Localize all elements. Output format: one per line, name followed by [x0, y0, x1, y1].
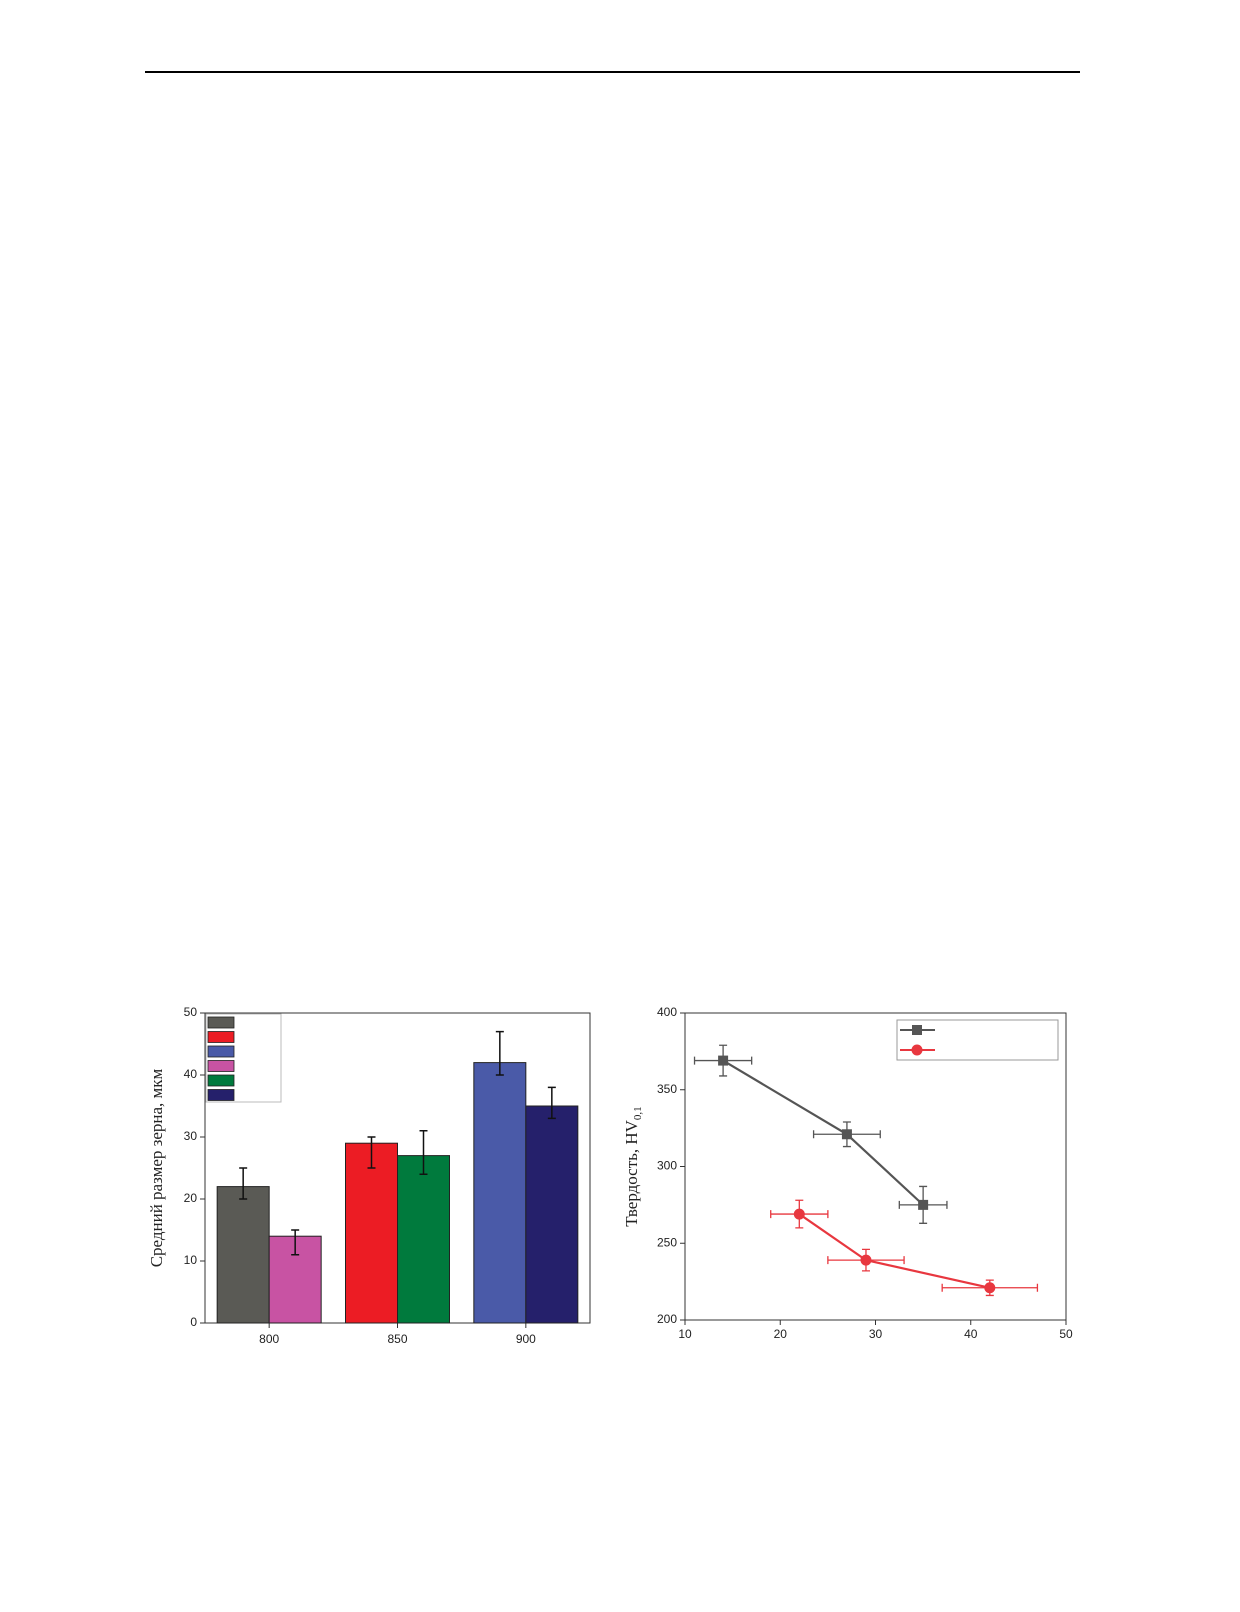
legend-swatch	[207, 1089, 235, 1101]
x-tick-label: 900	[516, 1332, 536, 1346]
y-tick-label: 200	[657, 1312, 677, 1326]
y-tick-label: 40	[184, 1067, 198, 1081]
marker	[984, 1282, 996, 1294]
error-bar	[419, 1130, 428, 1175]
marker	[918, 1199, 929, 1210]
y-tick-label: 250	[657, 1235, 677, 1249]
x-tick-label: 40	[964, 1327, 978, 1341]
legend-box	[896, 1019, 1059, 1061]
error-bar	[367, 1136, 376, 1169]
y-axis-label-main: Твердость, HV	[622, 1119, 641, 1226]
error-bar	[291, 1229, 300, 1256]
bar	[473, 1062, 527, 1324]
y-tick-label: 10	[184, 1253, 198, 1267]
bar	[397, 1155, 450, 1324]
series-line	[722, 1059, 924, 1206]
y-tick-label: 300	[657, 1159, 677, 1173]
y-tick-label: 20	[184, 1191, 198, 1205]
legend-swatch	[207, 1074, 235, 1087]
legend-swatch	[207, 1016, 235, 1029]
x-tick-label: 800	[259, 1332, 279, 1346]
bar	[345, 1142, 398, 1324]
marker	[841, 1129, 852, 1140]
marker	[860, 1254, 872, 1266]
marker	[912, 1025, 922, 1035]
y-axis-label: Средний размер зерна, мкм	[147, 1068, 166, 1267]
marker	[718, 1055, 729, 1066]
bar	[216, 1186, 270, 1324]
error-bar	[547, 1086, 556, 1120]
marker	[911, 1044, 923, 1056]
error-bar	[495, 1030, 504, 1076]
legend-swatch	[207, 1045, 235, 1058]
y-axis-label-subscript: 0,1	[632, 1106, 644, 1120]
y-tick-label: 30	[184, 1129, 198, 1143]
error-bar	[239, 1167, 248, 1200]
x-tick-label: 30	[869, 1327, 883, 1341]
legend-swatch	[207, 1031, 235, 1043]
series-line	[798, 1213, 991, 1289]
x-tick-label: 10	[678, 1327, 692, 1341]
y-tick-label: 350	[657, 1082, 677, 1096]
bar	[525, 1105, 579, 1324]
legend-swatch	[207, 1060, 235, 1072]
x-tick-label: 20	[774, 1327, 788, 1341]
y-axis-label: Твердость, HV0,1	[622, 1106, 644, 1226]
x-tick-label: 850	[387, 1332, 407, 1346]
marker	[793, 1208, 805, 1220]
y-tick-label: 50	[184, 1005, 198, 1019]
y-tick-label: 0	[190, 1315, 197, 1329]
y-tick-label: 400	[657, 1005, 677, 1019]
legend-box	[205, 1013, 282, 1103]
x-tick-label: 50	[1059, 1327, 1073, 1341]
